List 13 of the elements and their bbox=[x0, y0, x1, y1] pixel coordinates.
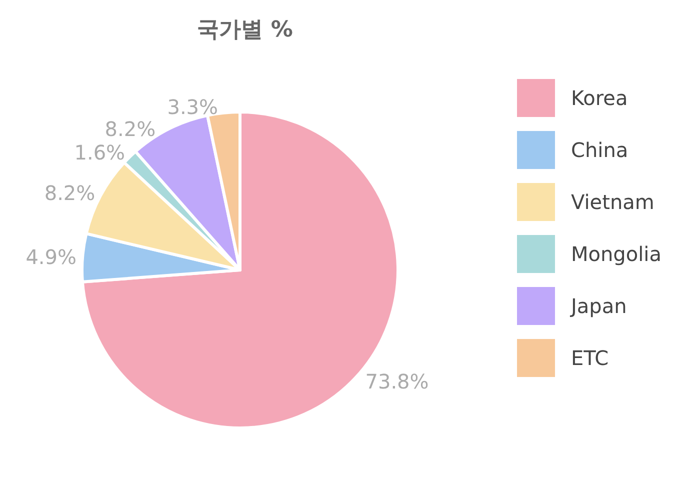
legend-label: Korea bbox=[571, 86, 628, 110]
legend-label: Vietnam bbox=[571, 190, 654, 214]
legend-label: China bbox=[571, 138, 628, 162]
data-label: 3.3% bbox=[167, 94, 218, 119]
legend-label: Japan bbox=[569, 294, 627, 318]
data-label: 8.2% bbox=[104, 116, 156, 141]
chart-title: 국가별 % bbox=[197, 18, 293, 42]
data-label: 1.6% bbox=[74, 140, 126, 165]
legend-label: Mongolia bbox=[571, 242, 662, 266]
data-label: 73.8% bbox=[365, 370, 429, 394]
data-label: 8.2% bbox=[44, 180, 96, 205]
legend-label: ETC bbox=[571, 346, 609, 370]
data-label: 4.9% bbox=[26, 245, 76, 270]
